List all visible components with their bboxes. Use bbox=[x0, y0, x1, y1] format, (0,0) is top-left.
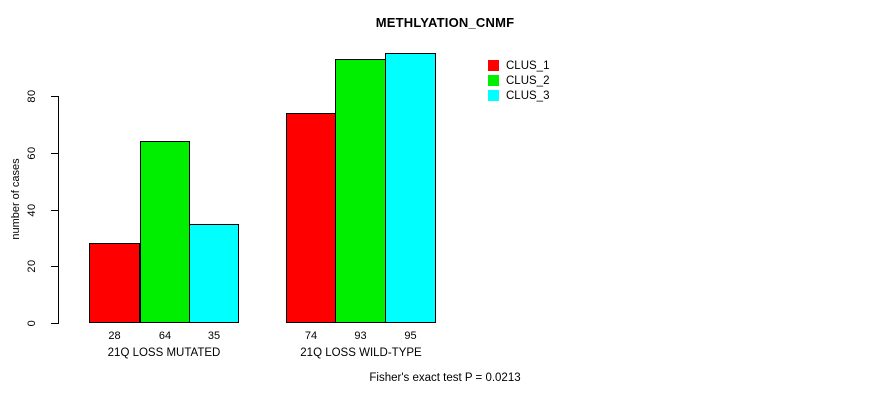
bar-value-group2-clus3: 95 bbox=[404, 330, 417, 342]
legend: CLUS_1 CLUS_2 CLUS_3 bbox=[488, 58, 549, 103]
y-axis-tick-label-80: 80 bbox=[26, 89, 38, 103]
bar-value-group2-clus1: 74 bbox=[304, 330, 318, 342]
legend-item-clus2: CLUS_2 bbox=[488, 73, 549, 88]
x-axis-group-label-1: 21Q LOSS MUTATED bbox=[107, 347, 221, 359]
bar-group2-clus3 bbox=[385, 53, 436, 323]
bar-value-group1-clus1: 28 bbox=[108, 330, 121, 342]
x-axis-group-label-2: 21Q LOSS WILD-TYPE bbox=[300, 347, 422, 359]
legend-swatch-icon-clus3 bbox=[488, 90, 499, 101]
bar-value-group1-clus2: 64 bbox=[158, 330, 172, 342]
bar-value-group1-clus3: 35 bbox=[207, 330, 221, 342]
y-axis-tick-label-20: 20 bbox=[26, 259, 38, 273]
y-axis-tick-label-40: 40 bbox=[26, 203, 38, 217]
legend-label-clus2: CLUS_2 bbox=[506, 74, 550, 87]
y-axis-line bbox=[58, 96, 59, 324]
legend-label-clus1: CLUS_1 bbox=[506, 59, 550, 72]
bar-group2-clus1 bbox=[286, 113, 336, 323]
bar-group1-clus1 bbox=[89, 243, 140, 323]
y-axis-tick-20 bbox=[51, 266, 58, 267]
legend-item-clus1: CLUS_1 bbox=[488, 58, 549, 73]
bar-group2-clus2 bbox=[335, 59, 386, 323]
bar-group1-clus3 bbox=[189, 224, 239, 323]
y-axis-tick-80 bbox=[51, 96, 58, 97]
legend-item-clus3: CLUS_3 bbox=[488, 88, 549, 103]
y-axis-tick-0 bbox=[51, 323, 58, 324]
y-axis-tick-label-60: 60 bbox=[26, 146, 38, 160]
y-axis-tick-label-0: 0 bbox=[26, 319, 38, 327]
page-title: METHLYATION_CNMF bbox=[375, 15, 515, 30]
y-axis-tick-60 bbox=[51, 153, 58, 154]
legend-swatch-icon-clus1 bbox=[488, 60, 499, 71]
statistical-annotation: Fisher's exact test P = 0.0213 bbox=[369, 372, 521, 384]
bar-value-group2-clus2: 93 bbox=[354, 330, 367, 342]
bar-group1-clus2 bbox=[140, 141, 190, 323]
y-axis-tick-40 bbox=[51, 210, 58, 211]
y-axis-title: number of cases bbox=[10, 158, 22, 240]
legend-label-clus3: CLUS_3 bbox=[506, 89, 550, 102]
legend-swatch-icon-clus2 bbox=[488, 75, 499, 86]
